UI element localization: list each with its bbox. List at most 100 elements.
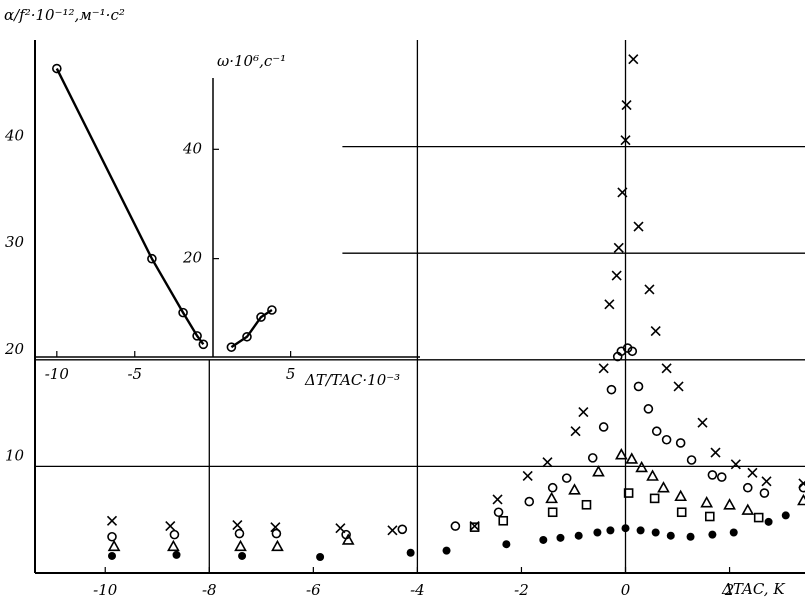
point [539, 535, 548, 544]
point [673, 381, 684, 392]
point [633, 221, 644, 232]
marker-part [556, 533, 565, 542]
point [587, 453, 598, 463]
y-tick-label: 20 [4, 340, 25, 358]
point [708, 530, 717, 539]
x-tick-label: -6 [306, 581, 321, 599]
marker-part [797, 493, 805, 506]
marker-part [547, 482, 558, 493]
marker-part [646, 469, 659, 481]
y-tick-label: 30 [5, 233, 25, 251]
point [271, 539, 284, 552]
marker-part [730, 459, 741, 470]
point [341, 533, 355, 545]
marker-part [172, 550, 181, 559]
marker-part [613, 242, 624, 253]
marker-part [450, 521, 461, 531]
point [611, 270, 622, 281]
point [234, 528, 245, 539]
point [547, 507, 558, 518]
marker-part [661, 434, 672, 445]
marker-part [623, 488, 634, 498]
marker-part [604, 299, 615, 310]
point [493, 507, 504, 518]
marker-part [650, 325, 661, 337]
marker-part [570, 426, 581, 437]
marker-part [620, 135, 631, 146]
marker-part [606, 526, 615, 535]
marker-part [335, 523, 346, 534]
point [172, 550, 181, 559]
point [165, 521, 176, 532]
point [646, 469, 659, 481]
marker-part [708, 530, 717, 539]
point [570, 426, 581, 437]
point [107, 539, 121, 552]
point [730, 459, 741, 470]
point [661, 434, 672, 445]
marker-part [666, 531, 675, 540]
point [636, 526, 645, 535]
point [723, 498, 736, 510]
marker-part [759, 488, 770, 498]
marker-part [387, 525, 398, 536]
marker-part [673, 381, 684, 392]
point [651, 426, 662, 437]
x-tick-label: 0 [621, 581, 631, 599]
point [387, 525, 398, 536]
marker-part [611, 270, 622, 281]
point [52, 63, 62, 74]
marker-part [524, 496, 535, 507]
point [627, 346, 638, 357]
marker-part [598, 422, 609, 432]
x-tick-label: 2 [724, 581, 735, 599]
marker-part [234, 528, 245, 539]
point [753, 512, 764, 523]
marker-part [232, 519, 243, 531]
point [606, 526, 615, 535]
x-axis-label: ΔTAC, K [721, 580, 785, 598]
marker-part [676, 507, 687, 518]
point [759, 488, 770, 498]
marker-part [729, 528, 738, 537]
point [192, 331, 202, 341]
marker-part [742, 482, 753, 493]
point [406, 548, 415, 557]
point [147, 253, 157, 264]
point [742, 482, 753, 493]
inset-x-label: ΔT/TAC·10⁻³ [304, 371, 400, 389]
marker-part [798, 482, 805, 493]
point [700, 495, 714, 508]
marker-part [707, 470, 718, 480]
marker-part [238, 551, 247, 560]
point [598, 422, 609, 432]
point [675, 438, 686, 448]
marker-part [568, 483, 581, 495]
x-tick-label: 5 [286, 365, 296, 383]
marker-part [649, 493, 660, 504]
point [686, 455, 697, 465]
marker-part [781, 511, 790, 520]
point [598, 363, 609, 374]
point [614, 448, 628, 460]
point [492, 494, 503, 505]
marker-part [493, 507, 504, 518]
marker-part [469, 522, 480, 532]
marker-part [397, 524, 408, 535]
marker-part [651, 426, 662, 437]
marker-part [723, 498, 736, 510]
marker-part [226, 342, 237, 352]
y2-tick-label: 20 [182, 249, 203, 267]
inset-y2-label: ω·10⁶,с⁻¹ [217, 52, 286, 70]
point [686, 532, 695, 541]
point [469, 522, 480, 532]
marker-part [547, 507, 558, 518]
marker-part [234, 539, 247, 552]
point [178, 307, 188, 318]
marker-part [593, 528, 602, 537]
point [267, 305, 277, 315]
point [232, 519, 243, 531]
marker-part [704, 511, 715, 522]
marker-part [574, 531, 583, 540]
marker-part [167, 539, 180, 552]
